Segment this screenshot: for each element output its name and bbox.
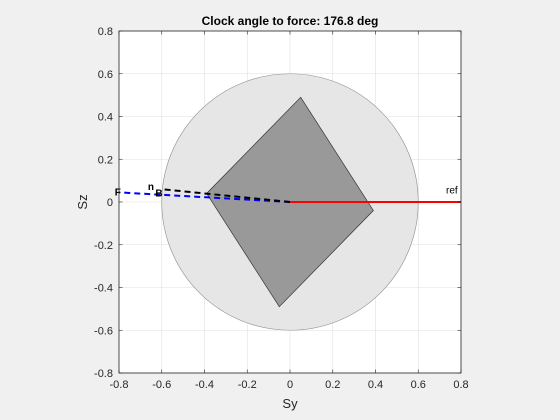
x-tick-label: -0.8 xyxy=(110,379,129,391)
x-tick-label: 0.6 xyxy=(411,379,426,391)
force-label: F xyxy=(115,188,121,199)
y-tick-label: 0 xyxy=(107,197,113,209)
y-tick-label: -0.2 xyxy=(94,240,113,252)
y-tick-label: 0.2 xyxy=(98,154,113,166)
normal-line xyxy=(161,188,291,203)
y-tick-label: -0.8 xyxy=(94,368,113,380)
y-tick-label: 0.6 xyxy=(98,69,113,81)
normal-label-subscript: B xyxy=(155,189,162,200)
x-tick-label: 0.4 xyxy=(368,379,383,391)
ticks: -0.8 -0.6 -0.4 -0.2 0 0.2 0.4 0.6 0.8 -0.8 -0.6 -0.… xyxy=(94,26,469,391)
ref-label: ref xyxy=(446,185,458,196)
x-tick-label: -0.4 xyxy=(195,379,214,391)
x-tick-label: -0.2 xyxy=(238,379,257,391)
y-tick-label: 0.4 xyxy=(98,112,113,124)
y-axis-label: Sz xyxy=(75,194,90,209)
x-tick-label: -0.6 xyxy=(152,379,171,391)
normal-label: n xyxy=(148,182,154,193)
y-tick-label: -0.6 xyxy=(94,325,113,337)
chart-title: Clock angle to force: 176.8 deg xyxy=(202,14,379,28)
y-tick-label: 0.8 xyxy=(98,26,113,38)
x-tick-label: 0 xyxy=(287,379,293,391)
y-tick-label: -0.4 xyxy=(94,283,113,295)
x-axis-label: Sy xyxy=(282,396,298,411)
force-line xyxy=(118,191,291,203)
shapes: ref F nB xyxy=(115,73,461,331)
x-tick-label: 0.8 xyxy=(453,379,468,391)
x-tick-label: 0.2 xyxy=(325,379,340,391)
